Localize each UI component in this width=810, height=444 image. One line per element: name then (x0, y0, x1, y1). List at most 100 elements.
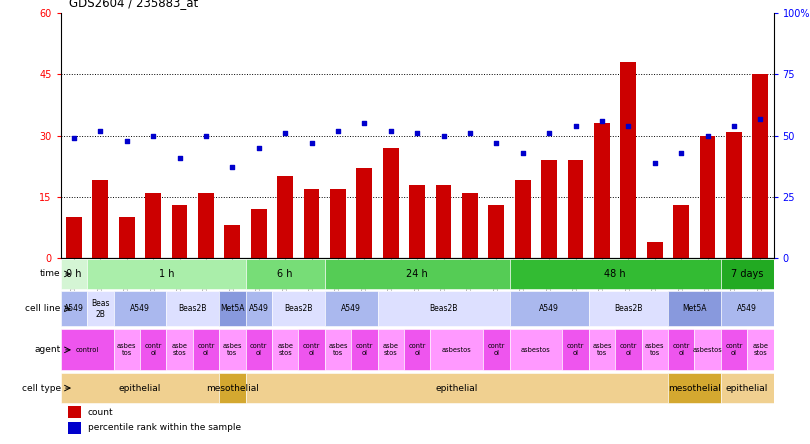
Bar (298, 329, 325, 370)
Point (411, 130, 424, 137)
Bar (224, 226, 241, 258)
Text: asbestos: asbestos (442, 347, 471, 353)
Text: contr
ol: contr ol (408, 343, 426, 357)
Text: mesothelial: mesothelial (206, 384, 258, 392)
Bar (245, 329, 272, 370)
Text: asbe
stos: asbe stos (383, 343, 399, 357)
Point (490, 139, 503, 147)
Point (67, 135, 80, 142)
Text: asbes
tos: asbes tos (117, 343, 137, 357)
Bar (61, 329, 113, 370)
Text: 0 h: 0 h (66, 269, 82, 279)
Bar (615, 329, 642, 370)
Point (226, 164, 239, 171)
Bar (404, 329, 430, 370)
Bar (620, 62, 637, 258)
Text: A549: A549 (64, 304, 84, 313)
Text: asbes
tos: asbes tos (223, 343, 242, 357)
Text: contr
ol: contr ol (672, 343, 690, 357)
Point (358, 120, 371, 127)
Bar (509, 329, 562, 370)
Bar (68, 422, 81, 433)
Bar (245, 291, 272, 326)
Bar (87, 291, 113, 326)
Bar (304, 189, 319, 258)
Bar (383, 148, 399, 258)
Point (595, 117, 608, 124)
Point (331, 127, 344, 134)
Text: contr
ol: contr ol (567, 343, 584, 357)
Bar (166, 291, 220, 326)
Bar (647, 242, 663, 258)
Bar (721, 329, 747, 370)
Point (147, 132, 160, 139)
Bar (330, 189, 346, 258)
Bar (721, 259, 774, 289)
Bar (430, 329, 483, 370)
Bar (272, 291, 325, 326)
Text: contr
ol: contr ol (250, 343, 267, 357)
Point (279, 130, 292, 137)
Text: 7 days: 7 days (731, 269, 763, 279)
Point (648, 159, 661, 166)
Bar (325, 291, 377, 326)
Text: Beas2B: Beas2B (178, 304, 207, 313)
Point (463, 130, 476, 137)
Text: cell type: cell type (22, 384, 61, 392)
Text: contr
ol: contr ol (725, 343, 743, 357)
Bar (747, 329, 774, 370)
Text: A549: A549 (341, 304, 361, 313)
Bar (483, 329, 509, 370)
Text: contr
ol: contr ol (198, 343, 215, 357)
Bar (752, 75, 768, 258)
Bar (726, 131, 742, 258)
Point (727, 122, 740, 129)
Bar (409, 185, 425, 258)
Bar (568, 160, 583, 258)
Text: GDS2604 / 235883_at: GDS2604 / 235883_at (69, 0, 198, 9)
Text: A549: A549 (130, 304, 150, 313)
Text: Beas
2B: Beas 2B (91, 299, 109, 318)
Bar (541, 160, 557, 258)
Point (754, 115, 767, 122)
Text: time: time (40, 270, 61, 278)
Bar (68, 406, 81, 418)
Bar (325, 329, 352, 370)
Point (120, 137, 133, 144)
Point (675, 149, 688, 156)
Point (622, 122, 635, 129)
Text: agent: agent (35, 345, 61, 354)
Bar (220, 291, 245, 326)
Text: asbe
stos: asbe stos (752, 343, 769, 357)
Point (173, 154, 186, 161)
Text: 24 h: 24 h (407, 269, 428, 279)
Text: 6 h: 6 h (277, 269, 293, 279)
Bar (509, 259, 721, 289)
Bar (589, 291, 668, 326)
Text: epithelial: epithelial (436, 384, 478, 392)
Text: contr
ol: contr ol (620, 343, 637, 357)
Bar (251, 209, 266, 258)
Bar (515, 181, 531, 258)
Bar (642, 329, 668, 370)
Bar (193, 329, 220, 370)
Text: asbestos: asbestos (521, 347, 551, 353)
Text: asbes
tos: asbes tos (328, 343, 347, 357)
Text: contr
ol: contr ol (356, 343, 373, 357)
Bar (721, 373, 774, 403)
Bar (436, 185, 451, 258)
Point (252, 144, 265, 151)
Text: epithelial: epithelial (119, 384, 161, 392)
Text: Beas2B: Beas2B (614, 304, 642, 313)
Bar (87, 259, 245, 289)
Text: contr
ol: contr ol (144, 343, 162, 357)
Text: contr
ol: contr ol (488, 343, 505, 357)
Bar (220, 329, 245, 370)
Text: cell line: cell line (25, 304, 61, 313)
Bar (488, 205, 505, 258)
Point (437, 132, 450, 139)
Bar (721, 291, 774, 326)
Text: contr
ol: contr ol (303, 343, 320, 357)
Text: asbes
tos: asbes tos (645, 343, 664, 357)
Point (516, 149, 529, 156)
